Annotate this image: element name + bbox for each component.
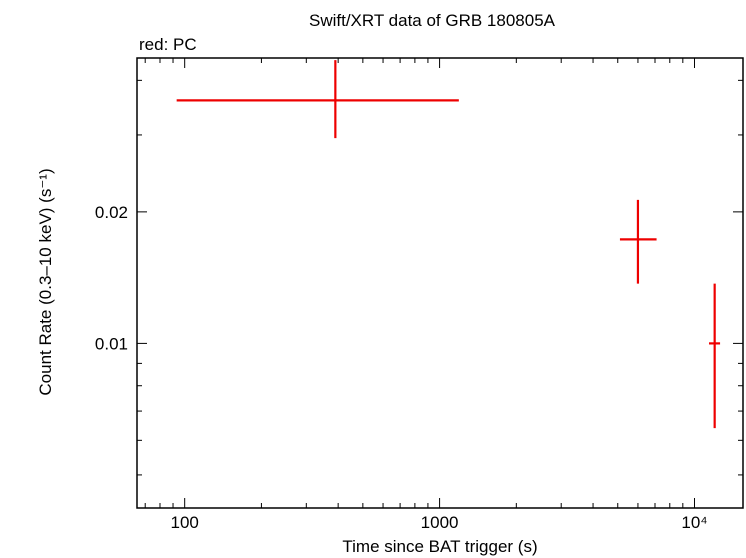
data-point xyxy=(176,60,459,139)
major-ticks xyxy=(137,58,743,508)
plot-frame xyxy=(136,57,744,509)
x-axis-label: Time since BAT trigger (s) xyxy=(342,537,537,556)
data-marks xyxy=(176,60,721,429)
data-point xyxy=(619,199,657,284)
y-axis-label: Count Rate (0.3–10 keV) (s⁻¹) xyxy=(36,168,55,395)
y-tick-label: 0.01 xyxy=(95,334,128,353)
chart-title: Swift/XRT data of GRB 180805A xyxy=(309,11,556,30)
minor-ticks xyxy=(137,58,743,508)
x-tick-label: 100 xyxy=(171,513,199,532)
data-point xyxy=(708,283,721,429)
chart-subtitle: red: PC xyxy=(139,35,197,54)
x-tick-label: 1000 xyxy=(421,513,459,532)
y-tick-label: 0.02 xyxy=(95,203,128,222)
x-tick-label: 10⁴ xyxy=(681,513,707,532)
